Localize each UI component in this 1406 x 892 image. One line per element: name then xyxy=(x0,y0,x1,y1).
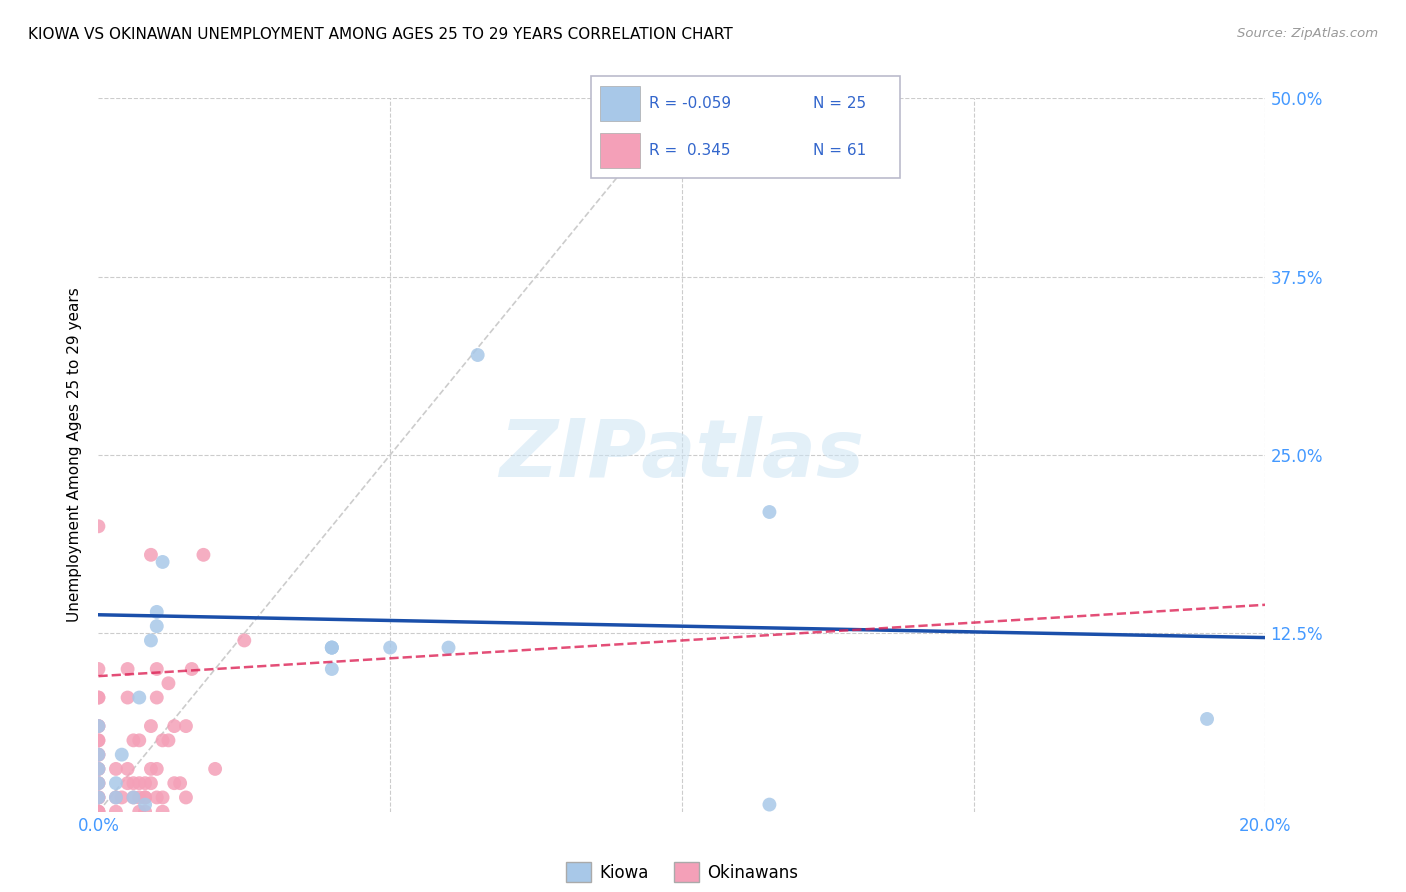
Point xyxy=(157,676,180,690)
Point xyxy=(169,776,191,790)
Point xyxy=(104,805,127,819)
Point xyxy=(87,776,110,790)
Point xyxy=(174,790,197,805)
Bar xyxy=(600,87,640,121)
Point xyxy=(152,555,174,569)
Point xyxy=(128,690,150,705)
Point xyxy=(128,805,150,819)
Point xyxy=(152,790,174,805)
Point xyxy=(111,790,134,805)
Point xyxy=(139,762,162,776)
Point xyxy=(87,747,110,762)
Point xyxy=(117,662,139,676)
Point xyxy=(87,762,110,776)
Bar xyxy=(600,133,640,168)
Point xyxy=(139,633,162,648)
Point xyxy=(117,690,139,705)
Point xyxy=(1195,712,1218,726)
Point xyxy=(104,790,127,805)
Point xyxy=(152,733,174,747)
Text: Source: ZipAtlas.com: Source: ZipAtlas.com xyxy=(1237,27,1378,40)
Point xyxy=(139,776,162,790)
Point xyxy=(467,348,489,362)
Point xyxy=(87,662,110,676)
Point xyxy=(174,719,197,733)
Text: KIOWA VS OKINAWAN UNEMPLOYMENT AMONG AGES 25 TO 29 YEARS CORRELATION CHART: KIOWA VS OKINAWAN UNEMPLOYMENT AMONG AGE… xyxy=(28,27,733,42)
Point xyxy=(87,790,110,805)
Point xyxy=(87,690,110,705)
Point xyxy=(180,662,202,676)
Point xyxy=(139,719,162,733)
Point xyxy=(122,733,145,747)
Text: R =  0.345: R = 0.345 xyxy=(650,144,731,158)
Point xyxy=(233,633,256,648)
Point xyxy=(111,747,134,762)
Point xyxy=(134,797,156,812)
Point xyxy=(122,790,145,805)
Point xyxy=(87,690,110,705)
Point xyxy=(134,805,156,819)
Point xyxy=(87,719,110,733)
Point xyxy=(87,762,110,776)
Point xyxy=(87,519,110,533)
Point xyxy=(321,640,343,655)
Point xyxy=(152,805,174,819)
Point xyxy=(87,790,110,805)
Text: N = 61: N = 61 xyxy=(813,144,866,158)
Point xyxy=(134,790,156,805)
Point xyxy=(321,662,343,676)
Point xyxy=(163,719,186,733)
Point xyxy=(146,619,169,633)
Point xyxy=(122,790,145,805)
Point xyxy=(87,733,110,747)
Point xyxy=(163,776,186,790)
Point xyxy=(104,776,127,790)
Point xyxy=(117,776,139,790)
Point xyxy=(104,790,127,805)
Point xyxy=(87,747,110,762)
Text: ZIPatlas: ZIPatlas xyxy=(499,416,865,494)
Y-axis label: Unemployment Among Ages 25 to 29 years: Unemployment Among Ages 25 to 29 years xyxy=(67,287,83,623)
Point xyxy=(146,662,169,676)
Point xyxy=(104,762,127,776)
Point xyxy=(321,640,343,655)
Point xyxy=(204,762,226,776)
Point xyxy=(117,762,139,776)
FancyBboxPatch shape xyxy=(591,76,900,178)
Point xyxy=(122,776,145,790)
Point xyxy=(87,747,110,762)
Legend: Kiowa, Okinawans: Kiowa, Okinawans xyxy=(560,855,804,889)
Point xyxy=(87,790,110,805)
Point xyxy=(437,640,460,655)
Point xyxy=(146,605,169,619)
Point xyxy=(87,805,110,819)
Point xyxy=(87,790,110,805)
Point xyxy=(134,776,156,790)
Point xyxy=(87,776,110,790)
Point xyxy=(128,776,150,790)
Text: R = -0.059: R = -0.059 xyxy=(650,96,731,111)
Point xyxy=(87,805,110,819)
Point xyxy=(87,805,110,819)
Point xyxy=(134,790,156,805)
Point xyxy=(758,505,780,519)
Point xyxy=(139,548,162,562)
Point xyxy=(87,719,110,733)
Point xyxy=(87,733,110,747)
Point xyxy=(128,733,150,747)
Point xyxy=(193,548,215,562)
Text: N = 25: N = 25 xyxy=(813,96,866,111)
Point xyxy=(87,719,110,733)
Point xyxy=(128,790,150,805)
Point xyxy=(87,762,110,776)
Point xyxy=(146,690,169,705)
Point xyxy=(758,797,780,812)
Point xyxy=(146,762,169,776)
Point xyxy=(321,640,343,655)
Point xyxy=(146,790,169,805)
Point xyxy=(87,776,110,790)
Point xyxy=(378,640,402,655)
Point xyxy=(157,733,180,747)
